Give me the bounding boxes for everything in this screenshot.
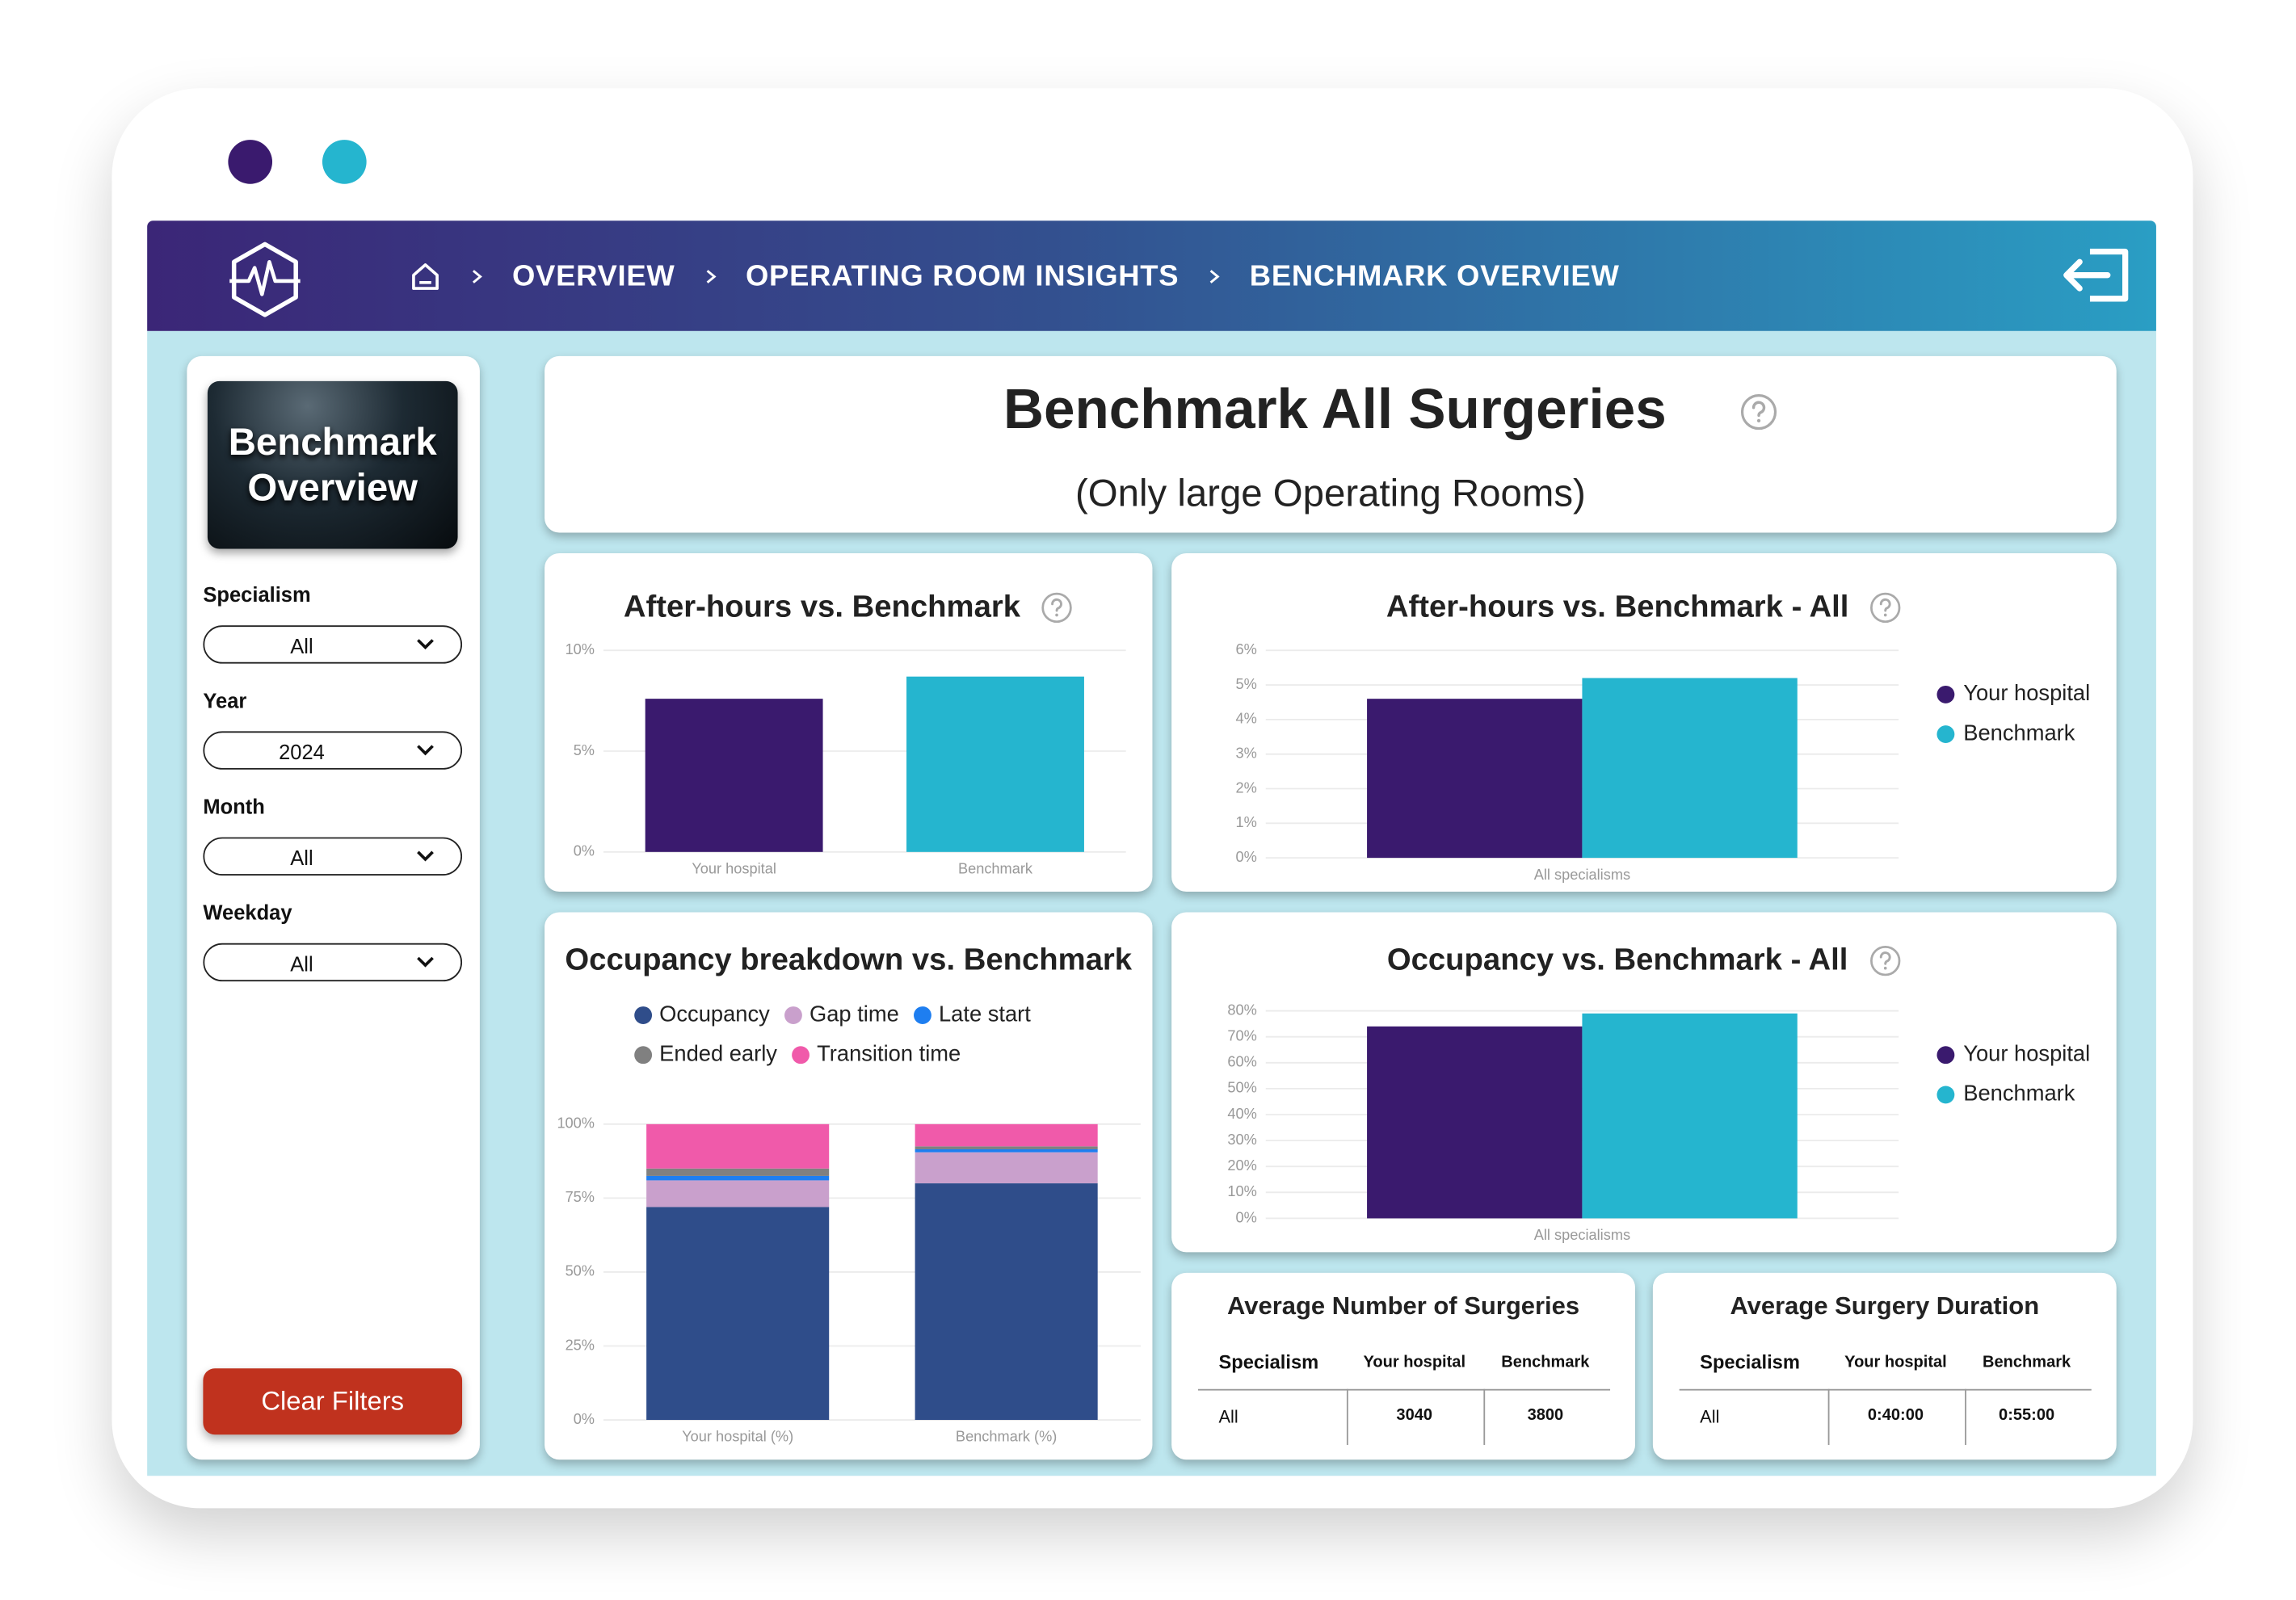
dropdown-arrow xyxy=(417,745,434,756)
filter-select[interactable]: All xyxy=(203,625,463,664)
chart-title: Occupancy vs. Benchmark - All xyxy=(1386,943,1848,977)
table-title: Average Surgery Duration xyxy=(1730,1291,2040,1321)
header-title: Benchmark All Surgeries xyxy=(1003,380,1667,442)
table-header: Benchmark xyxy=(1983,1354,2071,1371)
filter-value: All xyxy=(290,634,313,658)
window-dot xyxy=(228,140,273,184)
sidebar-card: Benchmark Overview xyxy=(207,380,458,549)
help-icon[interactable] xyxy=(1869,945,1901,977)
header-card: Benchmark All Surgeries (Only large Oper… xyxy=(545,355,2117,533)
table-separator xyxy=(1965,1388,1966,1445)
chart-card: Occupancy vs. Benchmark - All xyxy=(1171,912,2117,1253)
filter-select[interactable]: All xyxy=(203,837,463,876)
filter-label: Year xyxy=(203,688,247,712)
chevron xyxy=(472,270,482,283)
table-header: Your hospital xyxy=(1844,1354,1947,1371)
chevron xyxy=(705,270,716,283)
chart-title-row: Occupancy vs. Benchmark - All xyxy=(1171,942,2117,980)
clear-filters-button[interactable]: Clear Filters xyxy=(203,1368,463,1435)
table-card: Average Surgery Duration Specialism Your h… xyxy=(1652,1272,2117,1460)
dropdown-arrow xyxy=(417,850,434,862)
dropdown-arrow xyxy=(417,639,434,650)
table-card: Average Number of Surgeries Specialism You… xyxy=(1171,1272,1636,1460)
table-header: Specialism xyxy=(1218,1350,1319,1373)
table-cell: 3800 xyxy=(1527,1406,1564,1425)
dropdown-arrow xyxy=(417,956,434,968)
table-separator xyxy=(1827,1388,1830,1445)
table-separator xyxy=(1483,1388,1486,1445)
table-rule xyxy=(1679,1388,2092,1391)
window-dot xyxy=(322,140,367,184)
top-bar xyxy=(147,220,2156,331)
breadcrumb[interactable]: BENCHMARK OVERVIEW xyxy=(1249,259,1620,292)
table-rule xyxy=(1197,1388,1611,1391)
filter-label: Weekday xyxy=(203,900,292,925)
logo[interactable] xyxy=(224,238,306,321)
chart-card: After-hours vs. Benchmark xyxy=(545,552,1153,892)
chart-title-row: Occupancy breakdown vs. Benchmark xyxy=(545,942,1152,980)
filter-value: All xyxy=(290,846,313,870)
table-cell: 0:40:00 xyxy=(1867,1406,1924,1425)
table-separator xyxy=(1346,1388,1348,1445)
filter-value: 2024 xyxy=(279,740,325,764)
table-cell: 0:55:00 xyxy=(1999,1406,2055,1425)
help-icon[interactable] xyxy=(1041,591,1074,624)
chevron xyxy=(1209,270,1220,283)
breadcrumbs: OVERVIEW OPERATING ROOM INSIGHTS BENCHMARK… xyxy=(409,256,1619,297)
filter-label: Specialism xyxy=(203,582,311,607)
logout-icon[interactable] xyxy=(2061,243,2134,308)
table-header: Your hospital xyxy=(1363,1354,1466,1371)
table-cell: All xyxy=(1218,1406,1238,1428)
table-header: Specialism xyxy=(1700,1350,1800,1373)
chart-title: After-hours vs. Benchmark - All xyxy=(1386,590,1849,624)
chart-title: Occupancy breakdown vs. Benchmark xyxy=(565,943,1133,977)
table-cell: 3040 xyxy=(1396,1406,1433,1425)
breadcrumb[interactable]: OPERATING ROOM INSIGHTS xyxy=(745,259,1180,292)
breadcrumb[interactable]: OVERVIEW xyxy=(511,259,675,292)
header-title-row: Benchmark All Surgeries xyxy=(545,380,2117,443)
table-cell: All xyxy=(1700,1406,1720,1428)
filter-value: All xyxy=(290,951,313,976)
filter-select[interactable]: 2024 xyxy=(203,731,463,770)
filter-label: Month xyxy=(203,794,265,818)
header-subtitle: (Only large Operating Rooms) xyxy=(1074,470,1586,515)
help-icon[interactable] xyxy=(1740,393,1778,430)
filter-select[interactable]: All xyxy=(203,943,463,982)
chart-title: After-hours vs. Benchmark xyxy=(623,590,1021,624)
help-icon[interactable] xyxy=(1869,591,1902,624)
chart-card: After-hours vs. Benchmark - All xyxy=(1171,552,2117,892)
chart-title-row: After-hours vs. Benchmark xyxy=(545,589,1152,627)
table-header: Benchmark xyxy=(1501,1354,1590,1371)
chart-title-row: After-hours vs. Benchmark - All xyxy=(1171,589,2117,627)
table-title: Average Number of Surgeries xyxy=(1227,1291,1580,1321)
sidebar-card-title: Benchmark Overview xyxy=(228,419,437,510)
chart-card: Occupancy breakdown vs. Benchmark xyxy=(545,912,1153,1460)
home-icon[interactable] xyxy=(409,260,441,292)
